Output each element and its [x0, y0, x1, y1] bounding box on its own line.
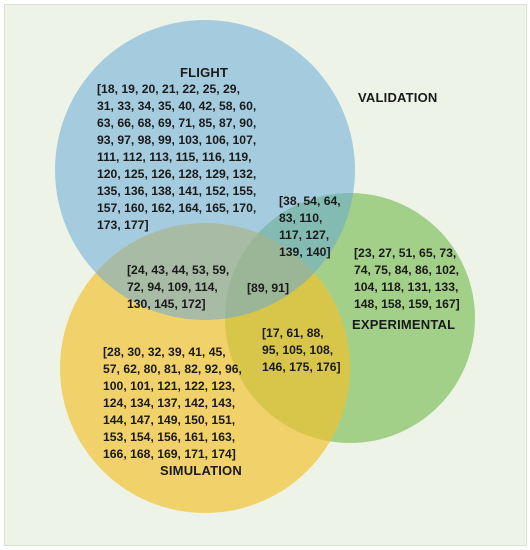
flight-set-label: FLIGHT [180, 65, 229, 80]
experimental-set-label: EXPERIMENTAL [352, 317, 456, 332]
flight-simulation-region: [24, 43, 44, 53, 59, 72, 94, 109, 114, 1… [127, 263, 230, 311]
all-three-region: [89, 91] [247, 281, 290, 295]
flight-only-region: [18, 19, 20, 21, 22, 25, 29, 31, 33, 34,… [97, 82, 257, 232]
simulation-set-label: SIMULATION [160, 463, 242, 478]
experimental-simulation-region: [17, 61, 88, 95, 105, 108, 146, 175, 176… [262, 326, 341, 374]
validation-set-label: VALIDATION [358, 90, 438, 105]
simulation-only-region: [28, 30, 32, 39, 41, 45, 57, 62, 80, 81,… [103, 345, 242, 461]
experimental-only-region: [23, 27, 51, 65, 73, 74, 75, 84, 86, 102… [354, 246, 460, 311]
flight-experimental-region: [38, 54, 64, 83, 110, 117, 127, 139, 140… [279, 194, 341, 259]
flight-circle [55, 20, 355, 320]
